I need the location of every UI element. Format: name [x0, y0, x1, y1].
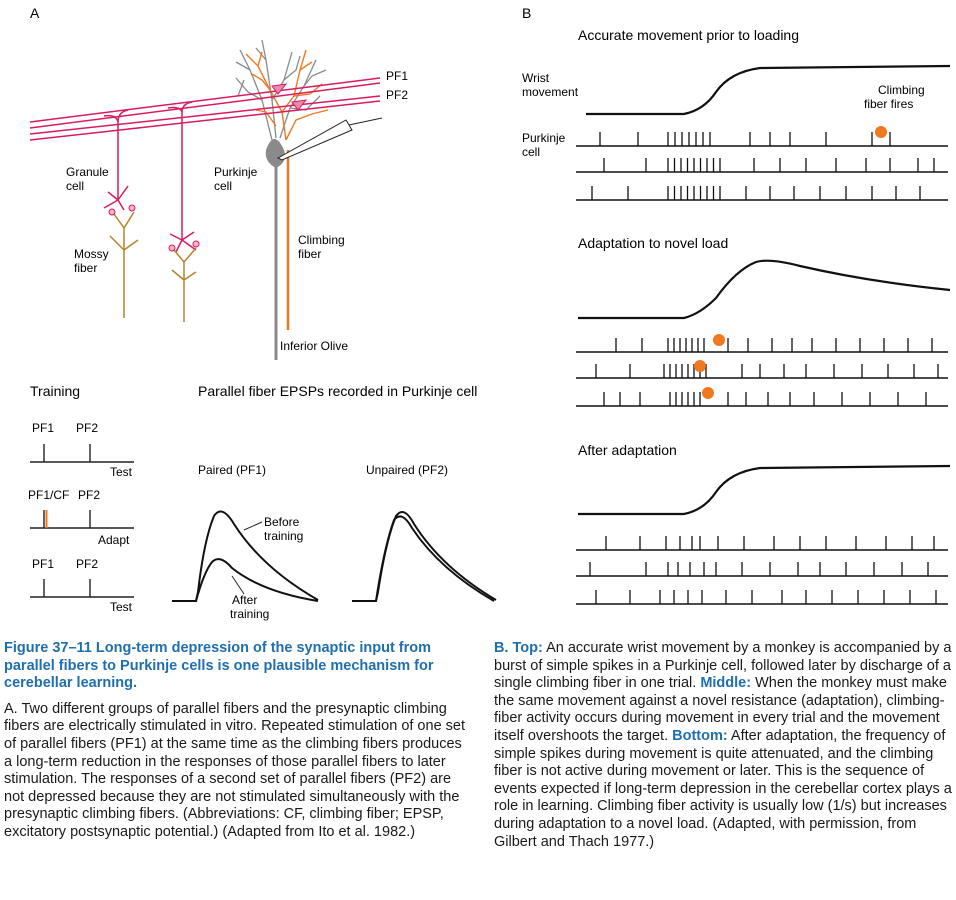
training-title: Training [30, 383, 80, 399]
parallel-fibers [29, 77, 381, 253]
training-row-3-left: PF1 [32, 557, 54, 571]
raster-2-row-3 [576, 392, 948, 407]
label-climbing-fiber-2: fiber [298, 247, 321, 261]
caption-right: B. Top: An accurate wrist movement by a … [494, 640, 956, 851]
purkinje-label-2: cell [522, 145, 540, 159]
before-pointer [243, 521, 263, 531]
panel-a-letter: A [30, 5, 40, 21]
raster-3-row-3 [576, 590, 948, 605]
figure-number: Figure 37–11 [4, 640, 92, 656]
raster-2-row-2 [576, 364, 948, 379]
label-mossy-fiber-1: Mossy [74, 247, 109, 261]
raster-1-row-1 [576, 132, 948, 147]
training-row-2: PF1/CF PF2 Adapt [28, 488, 134, 547]
wrist-trace-1 [586, 64, 951, 116]
label-purkinje-cell-2: cell [214, 179, 232, 193]
climbing-fiber-tendrils [245, 49, 329, 141]
caption-top-label: B. Top: [494, 640, 543, 656]
wrist-label-1: Wrist [522, 71, 550, 85]
raster-1-row-2 [576, 158, 948, 173]
mossy-rosettes [108, 204, 200, 252]
caption-left-body: A. Two different groups of parallel fibe… [4, 700, 465, 840]
raster-3-row-1 [576, 536, 948, 551]
electrode [276, 117, 383, 161]
training-row-1: PF1 PF2 Test [30, 421, 134, 479]
training-row-1-right: PF2 [76, 421, 98, 435]
purkinje-soma [265, 139, 285, 168]
label-pf2: PF2 [386, 88, 408, 102]
training-row-3: PF1 PF2 Test [30, 557, 134, 614]
section-title-3: After adaptation [578, 442, 677, 458]
label-granule-cell-1: Granule [66, 165, 109, 179]
climbing-fires-label-2: fiber fires [864, 97, 913, 111]
label-granule-cell-2: cell [66, 179, 84, 193]
label-unpaired: Unpaired (PF2) [366, 463, 448, 477]
raster-1-row-3 [576, 186, 948, 201]
label-pf1: PF1 [386, 69, 408, 83]
caption-middle-text: When the monkey must make the same movem… [494, 675, 947, 744]
purkinje-label-1: Purkinje [522, 131, 566, 145]
wrist-label-2: movement [522, 85, 579, 99]
label-after-2: training [230, 607, 269, 621]
synapse-markers [271, 83, 308, 111]
label-purkinje-cell-1: Purkinje [214, 165, 258, 179]
label-after-1: After [232, 593, 257, 607]
training-row-2-left: PF1/CF [28, 488, 69, 502]
label-before-2: training [264, 529, 303, 543]
climbing-fire-dot-1 [875, 126, 887, 138]
raster-3-row-2 [576, 562, 948, 577]
caption-middle-label: Middle: [700, 675, 752, 692]
training-row-1-tag: Test [110, 465, 133, 479]
climbing-fire-dot-3 [694, 360, 706, 372]
label-climbing-fiber-1: Climbing [298, 233, 345, 247]
caption-top-text: An accurate wrist movement by a monkey i… [494, 640, 952, 692]
unpaired-after-trace [375, 515, 495, 602]
wrist-trace-2 [578, 259, 951, 320]
paired-before-trace [172, 510, 319, 602]
training-row-3-tag: Test [110, 600, 133, 614]
unpaired-traces [352, 510, 497, 602]
spike-rasters [576, 126, 948, 605]
wrist-trace-3 [578, 464, 951, 516]
label-paired: Paired (PF1) [198, 463, 266, 477]
caption-bottom-label: Bottom: [672, 727, 728, 744]
section-title-1: Accurate movement prior to loading [578, 27, 799, 43]
section-title-2: Adaptation to novel load [578, 235, 728, 251]
after-pointer [231, 575, 245, 595]
epsp-title: Parallel fiber EPSPs recorded in Purkinj… [198, 383, 477, 399]
training-row-2-tag: Adapt [98, 533, 130, 547]
training-row-2-right: PF2 [78, 488, 100, 502]
caption-left: Figure 37–11 Long-term depression of the… [4, 640, 472, 842]
caption-bottom-text: After adaptation, the frequency of simpl… [494, 727, 952, 850]
paired-after-trace [195, 558, 319, 602]
label-inferior-olive: Inferior Olive [280, 339, 348, 353]
paired-traces [172, 510, 319, 602]
climbing-fire-dot-4 [702, 387, 714, 399]
mossy-fibers [109, 211, 197, 322]
figure: A [28, 5, 951, 621]
training-row-1-left: PF1 [32, 421, 54, 435]
climbing-fires-label-1: Climbing [878, 83, 925, 97]
panel-b-letter: B [522, 5, 531, 21]
training-row-3-right: PF2 [76, 557, 98, 571]
label-mossy-fiber-2: fiber [74, 261, 97, 275]
figure-title-text: Long-term depression of the synaptic inp… [4, 640, 434, 692]
raster-2-row-1 [576, 338, 948, 353]
figure-svg: A [28, 5, 951, 621]
label-before-1: Before [264, 515, 300, 529]
caption-left-title: Figure 37–11 Long-term depression of the… [4, 640, 472, 693]
climbing-fire-dot-2 [713, 334, 725, 346]
